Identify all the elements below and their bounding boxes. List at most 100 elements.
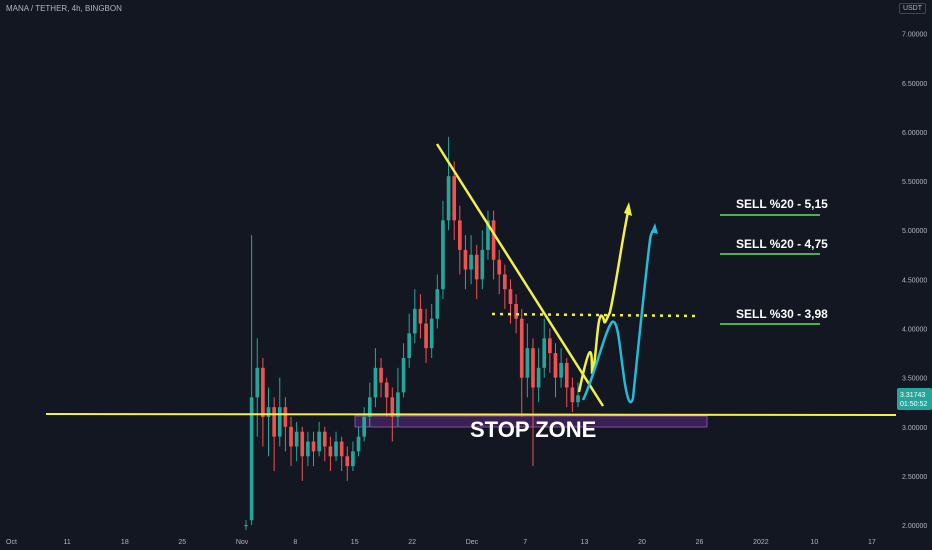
candle-body bbox=[452, 176, 457, 221]
yellow-arrowhead bbox=[624, 202, 632, 216]
candle-body bbox=[334, 441, 338, 457]
cyan-projection-path bbox=[581, 229, 657, 404]
y-tick-label: 2.00000 bbox=[902, 523, 927, 530]
y-tick-label: 6.00000 bbox=[902, 130, 927, 137]
price-tag-value: 3.31743 bbox=[900, 392, 925, 399]
candle-body bbox=[548, 338, 552, 354]
candle-body bbox=[272, 407, 276, 437]
candle-body bbox=[503, 274, 507, 290]
candle-body bbox=[311, 441, 316, 452]
x-tick-label: 15 bbox=[351, 539, 359, 546]
candle-body bbox=[373, 367, 378, 398]
y-tick-label: 3.50000 bbox=[902, 376, 927, 383]
candle-body bbox=[362, 416, 366, 437]
x-tick-label: 17 bbox=[868, 539, 876, 546]
candle-body bbox=[441, 220, 445, 290]
candle-body bbox=[474, 254, 479, 280]
candle-body bbox=[469, 254, 473, 270]
y-tick-label: 2.50000 bbox=[902, 474, 927, 481]
candle-body bbox=[576, 395, 580, 403]
candle-body bbox=[570, 387, 575, 403]
x-tick-label: 8 bbox=[293, 539, 297, 546]
candle-body bbox=[367, 397, 372, 417]
y-axis[interactable]: 7.00000 6.50000 6.00000 5.50000 5.00000 4.500… bbox=[902, 32, 927, 530]
y-tick-label: 7.00000 bbox=[902, 32, 927, 39]
y-tick-label: 4.00000 bbox=[902, 327, 927, 334]
candle-body bbox=[384, 382, 389, 398]
candle-body bbox=[306, 441, 310, 457]
candle-body bbox=[396, 392, 400, 417]
x-tick-label: 26 bbox=[696, 539, 704, 546]
candle-body bbox=[244, 525, 248, 527]
candles-group bbox=[244, 136, 580, 530]
chart-title: MANA / TETHER, 4h, BINGBON bbox=[6, 4, 122, 13]
candle-body bbox=[542, 338, 547, 368]
sell-label-3: SELL %30 - 3,98 bbox=[736, 307, 828, 321]
candle-body bbox=[564, 362, 569, 388]
candle-body bbox=[407, 333, 412, 358]
candle-body bbox=[531, 348, 535, 388]
candle-body bbox=[486, 220, 490, 250]
x-axis[interactable]: Oct 11 18 25 Nov 8 15 22 Dec 7 13 20 26 2022 10 17 bbox=[6, 539, 876, 546]
support-line bbox=[45, 413, 897, 416]
candle-body bbox=[412, 308, 417, 334]
candle-body bbox=[328, 446, 333, 457]
stop-zone-box bbox=[354, 415, 708, 428]
candle-body bbox=[249, 397, 254, 521]
candle-body bbox=[356, 436, 361, 452]
price-tag bbox=[897, 388, 932, 410]
candle-body bbox=[458, 220, 462, 250]
cyan-arrowhead bbox=[651, 223, 658, 234]
y-tick-label: 6.50000 bbox=[902, 81, 927, 88]
candle-body bbox=[429, 318, 434, 349]
price-tag-countdown: 01:50:52 bbox=[900, 401, 927, 408]
y-tick-label: 4.50000 bbox=[902, 277, 927, 284]
candle-body bbox=[519, 318, 524, 378]
candle-body bbox=[514, 303, 518, 319]
candle-body bbox=[480, 249, 485, 280]
x-tick-label: 13 bbox=[581, 539, 589, 546]
candle-body bbox=[351, 451, 355, 467]
y-tick-label: 3.00000 bbox=[902, 425, 927, 432]
candle-body bbox=[317, 431, 321, 452]
candle-body bbox=[491, 220, 496, 260]
resistance-dotted-line bbox=[491, 312, 698, 318]
candle-body bbox=[294, 431, 299, 447]
candle-body bbox=[536, 367, 541, 388]
y-tick-label: 5.00000 bbox=[902, 228, 927, 235]
x-tick-label: 25 bbox=[178, 539, 186, 546]
candle-body bbox=[508, 289, 513, 304]
candle-body bbox=[379, 367, 383, 383]
candle-body bbox=[339, 441, 344, 457]
descending-trendline bbox=[435, 143, 605, 407]
candle-body bbox=[463, 249, 468, 270]
candle-body bbox=[261, 367, 265, 417]
candle-body bbox=[435, 289, 440, 319]
x-tick-label: 10 bbox=[811, 539, 819, 546]
candle-body bbox=[277, 407, 282, 437]
candle-body bbox=[266, 407, 271, 417]
candle-body bbox=[446, 176, 451, 221]
candle-body bbox=[322, 431, 327, 447]
x-tick-label: Dec bbox=[466, 539, 479, 546]
y-tick-label: 5.50000 bbox=[902, 179, 927, 186]
candle-body bbox=[418, 308, 423, 324]
candle-body bbox=[553, 353, 558, 378]
candle-body bbox=[559, 362, 563, 378]
candle-body bbox=[345, 456, 350, 467]
currency-badge[interactable]: USDT bbox=[898, 3, 926, 14]
candle-body bbox=[283, 407, 288, 427]
candle-body bbox=[497, 259, 502, 275]
x-tick-label: 20 bbox=[638, 539, 646, 546]
candle-body bbox=[401, 358, 406, 393]
candle-body bbox=[255, 367, 260, 398]
candle-body bbox=[300, 431, 305, 457]
x-tick-label: 18 bbox=[121, 539, 129, 546]
candle-body bbox=[525, 348, 530, 378]
candle-body bbox=[289, 426, 293, 447]
x-tick-label: 22 bbox=[408, 539, 416, 546]
x-tick-label: Oct bbox=[6, 539, 17, 546]
candle-body bbox=[424, 323, 428, 349]
x-tick-label: 11 bbox=[63, 539, 70, 546]
